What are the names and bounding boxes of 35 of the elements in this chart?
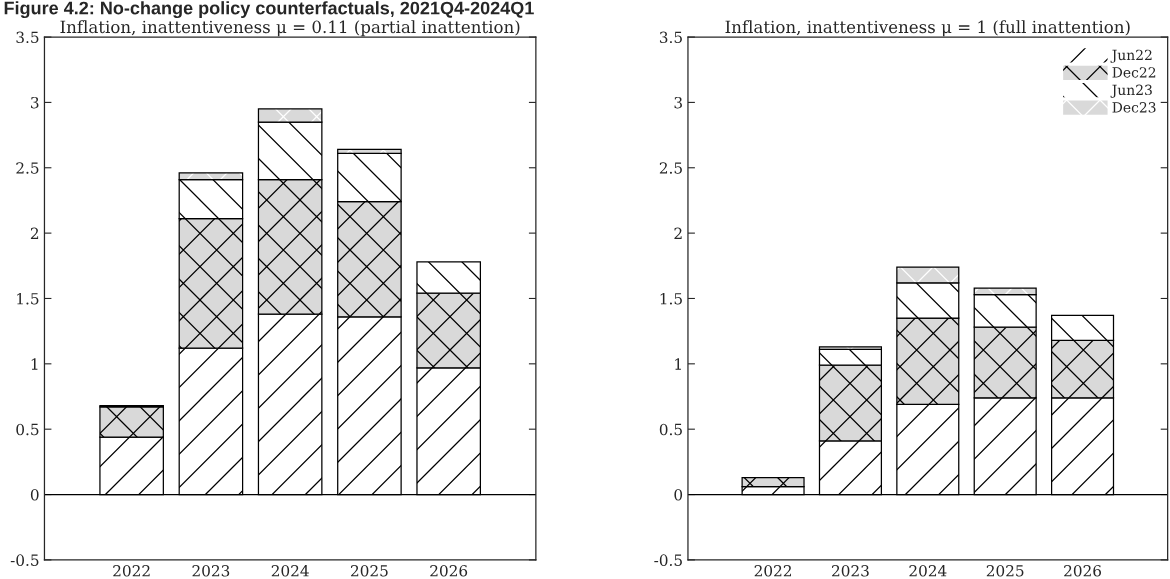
legend-label: Dec23 [1112,102,1156,113]
y-tick-label: 1 [31,358,38,370]
y-tick-label: -0.5 [654,554,682,566]
legend-label: Dec22 [1112,67,1156,78]
y-tick-label: 2.5 [659,162,682,174]
y-tick-label: 3.5 [659,31,682,44]
y-tick-label: 1.5 [660,292,682,305]
x-tick-label: 2023 [192,565,230,577]
x-tick-label: 2024 [909,565,947,577]
chart-subtitle: Inflation, inattentiveness μ = 0.11 (partial inattention) [60,20,520,37]
y-tick-label: 2.5 [16,162,39,174]
x-tick-label: 2025 [351,565,388,577]
legend-label: Jun23 [1110,84,1152,98]
y-tick-label: 3 [674,96,682,109]
y-tick-label: 2 [30,227,39,239]
x-tick-label: 2022 [113,565,150,577]
x-tick-label: 2026 [1064,565,1102,577]
chart-title: Figure 4.2: No-change policy counterfactuals, 2021Q4-2024Q1 [4,1,534,19]
y-tick-label: 3.5 [16,31,39,44]
y-tick-label: 0.5 [659,423,682,436]
x-tick-label: 2024 [271,565,309,577]
x-tick-label: 2023 [832,565,869,577]
y-tick-label: 2 [674,227,682,239]
y-tick-label: 1 [675,358,681,370]
chart-title: Inflation, inattentiveness μ = 1 (full inattention) [725,20,1130,37]
y-tick-label: 3 [31,96,39,109]
legend-label: Jun22 [1110,49,1152,63]
y-tick-label: 1.5 [17,292,39,305]
x-tick-label: 2025 [986,565,1024,577]
y-tick-label: 0 [674,489,683,501]
y-tick-label: 0.5 [16,423,39,436]
x-tick-label: 2026 [430,565,468,577]
y-tick-label: 0 [30,489,39,501]
y-tick-label: -0.5 [10,554,39,566]
x-tick-label: 2022 [754,565,792,577]
